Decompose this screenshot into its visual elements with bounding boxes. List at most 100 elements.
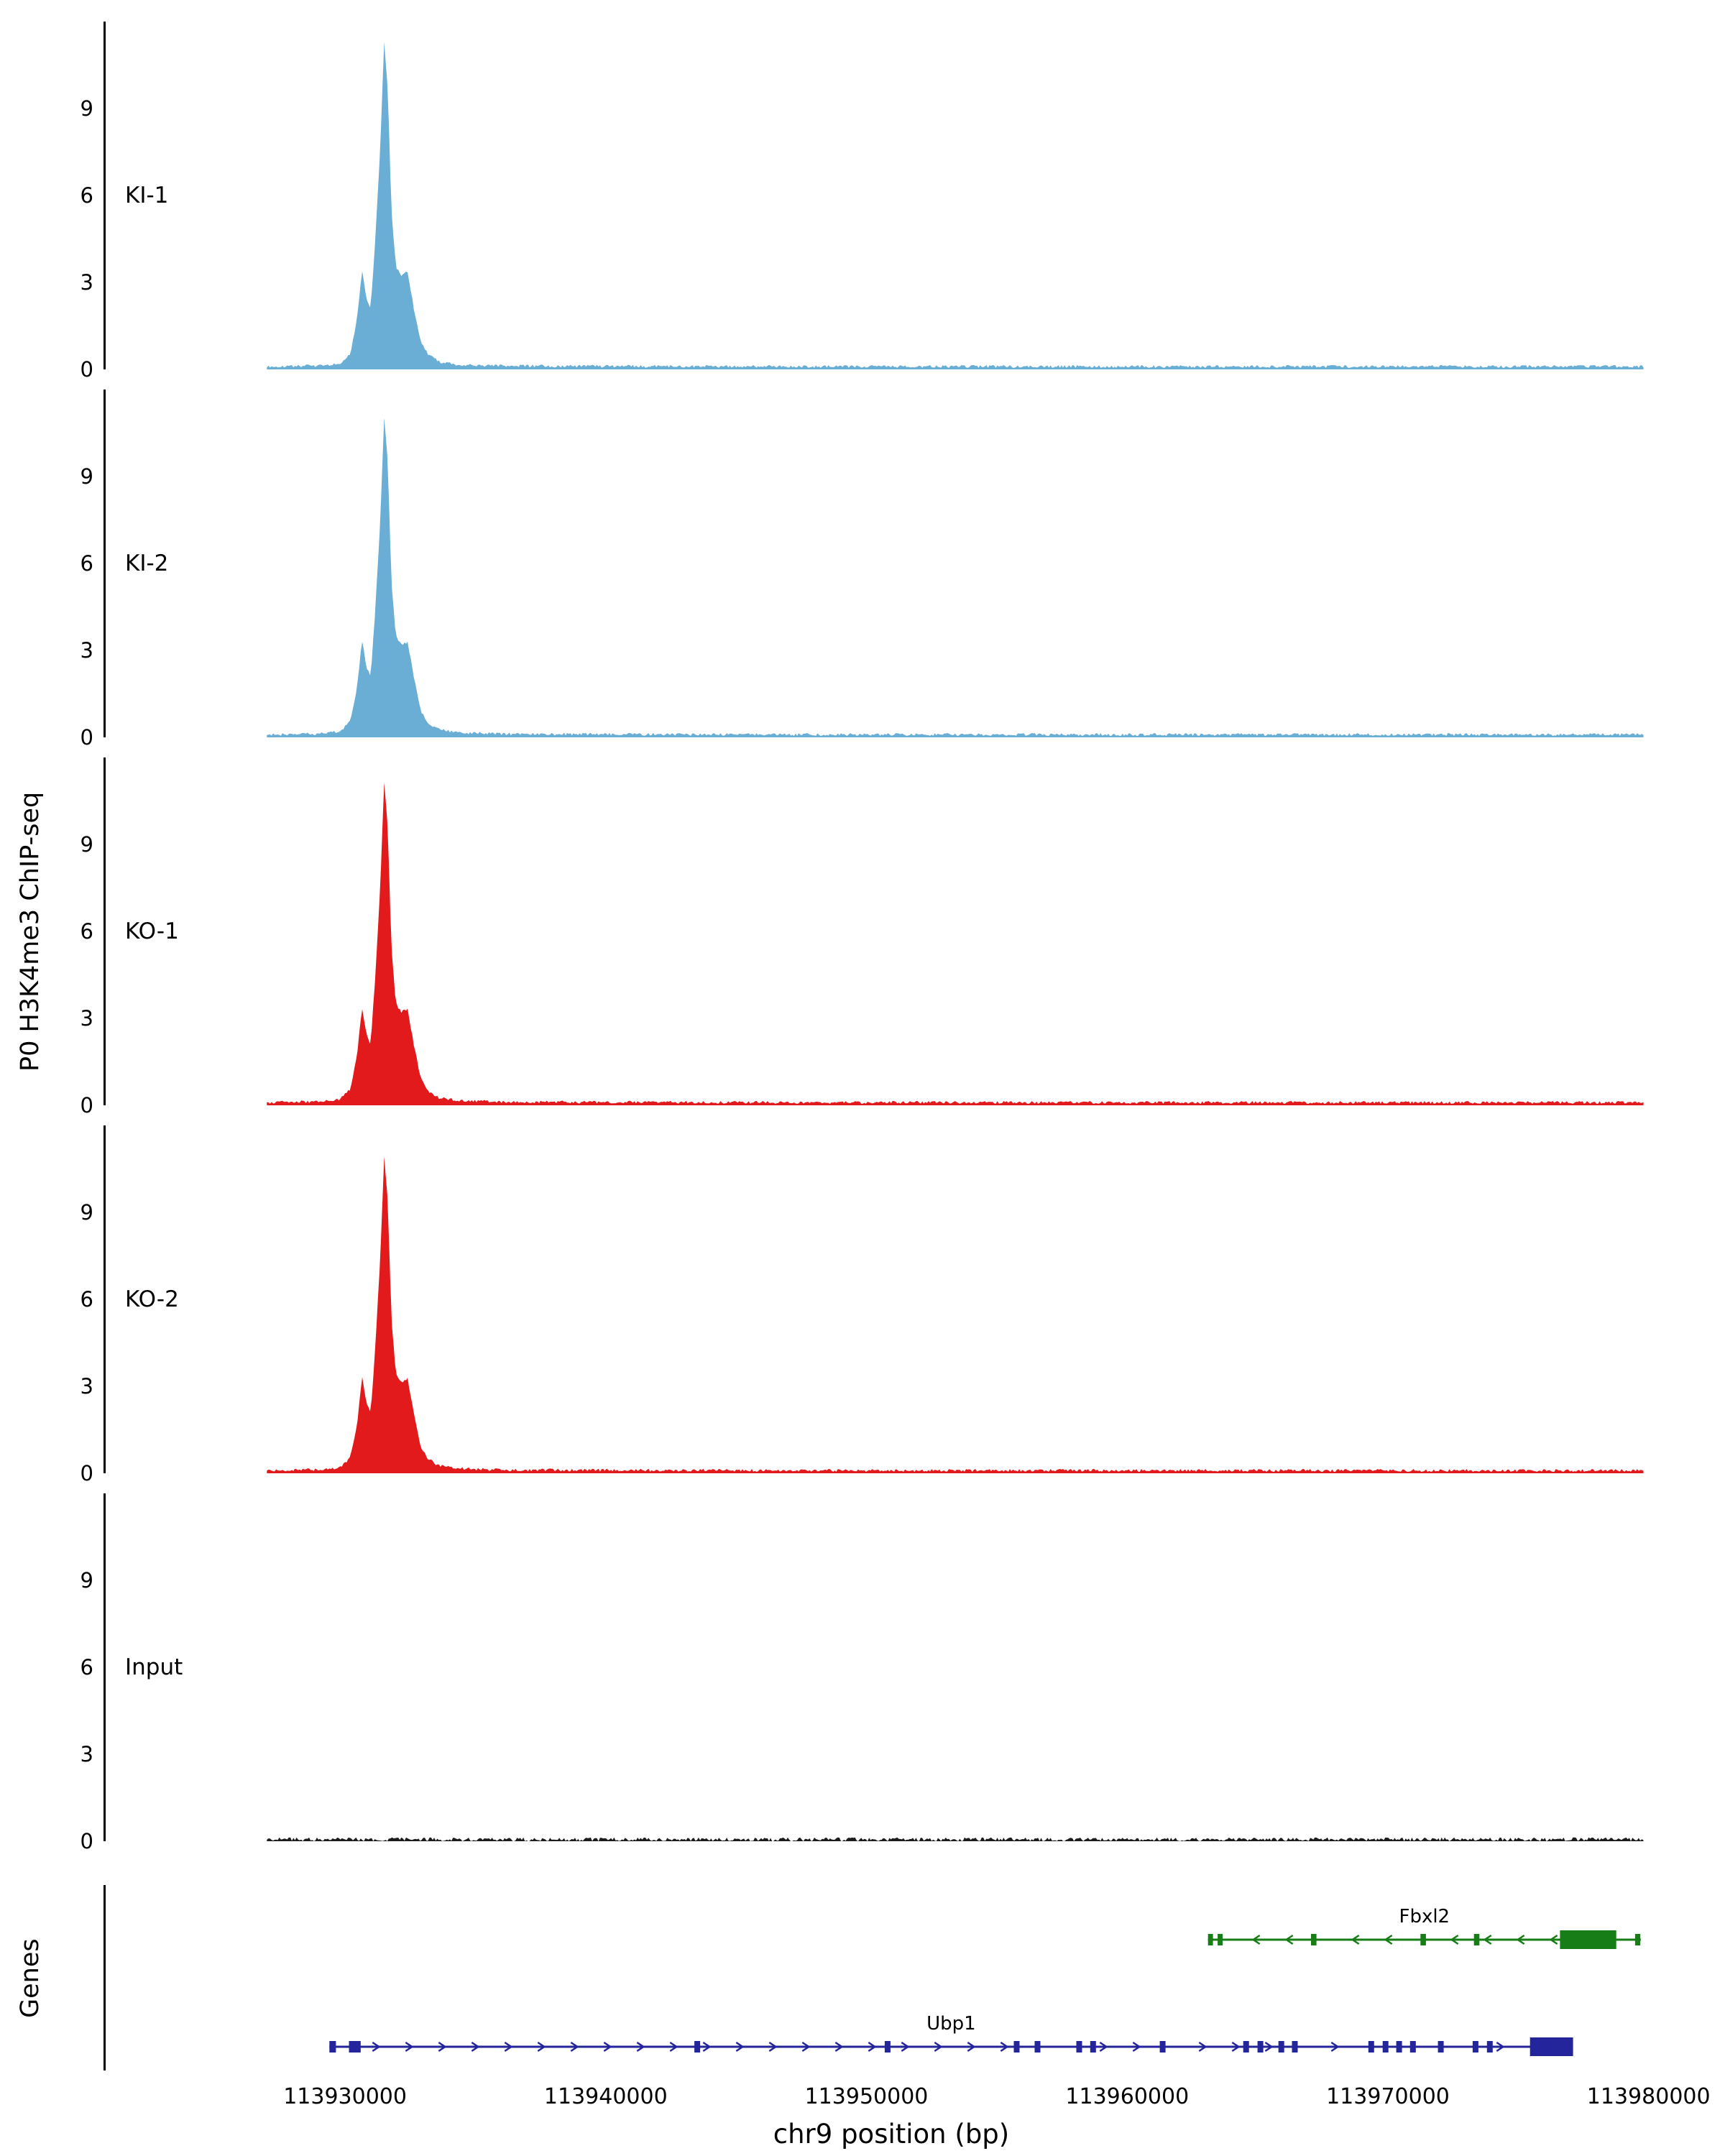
strand-arrow-icon — [1450, 1934, 1459, 1945]
exon-box — [1090, 2041, 1096, 2053]
exon-box — [349, 2041, 361, 2053]
exon-box — [1486, 2041, 1493, 2053]
track-label-ko-2: KO-2 — [125, 1286, 179, 1312]
strand-arrow-icon — [735, 2041, 745, 2053]
strand-arrow-icon — [768, 2041, 778, 2053]
exon-box — [1311, 1934, 1317, 1945]
strand-arrow-icon — [934, 2041, 943, 2053]
exon-box — [1396, 2041, 1402, 2053]
track-label-input: Input — [125, 1654, 183, 1680]
genes-plot-svg: Fbxl2 Ubp1 — [104, 1885, 1641, 2070]
exon-box — [1034, 2041, 1041, 2053]
y-tick-label: 9 — [80, 832, 93, 857]
strand-arrow-icon — [372, 2041, 381, 2053]
signal-area-Input — [267, 1837, 1644, 1841]
ko-2-plot-svg: 0 3 6 9 — [80, 1125, 1644, 1485]
gene-label-Ubp1: Ubp1 — [926, 2013, 976, 2035]
track-label-ki-1: KI-1 — [125, 183, 169, 208]
ki-1-plot-svg: 0 3 6 9 — [80, 22, 1644, 382]
ki-2-plot-svg: 0 3 6 9 — [80, 390, 1644, 750]
input-plot-svg: 0 3 6 9 — [80, 1493, 1644, 1853]
track-row-input: 0 3 6 9 Input — [50, 1493, 1682, 1853]
exon-box — [1292, 2041, 1298, 2053]
strand-arrow-icon — [801, 2041, 811, 2053]
strand-arrow-icon — [405, 2041, 414, 2053]
strand-arrow-icon — [1330, 2041, 1340, 2053]
gene-thick-box-Ubp1 — [1530, 2037, 1573, 2056]
strand-arrow-icon — [1264, 2041, 1274, 2053]
x-axis: 113930000 113940000 113950000 113960000 1139… — [50, 2081, 1710, 2156]
exon-box — [1472, 2041, 1478, 2053]
gene-line-Ubp1 — [329, 2045, 1573, 2048]
track-row-ki-1: 0 3 6 9 KI-1 — [50, 22, 1682, 382]
y-axis-spine — [104, 1493, 106, 1841]
strand-arrow-icon — [1351, 1934, 1360, 1945]
strand-arrow-icon — [1198, 2041, 1208, 2053]
genes-axis-label: Genes — [16, 1938, 45, 2018]
strand-arrow-icon — [702, 2041, 712, 2053]
strand-arrow-icon — [1496, 2041, 1505, 2053]
track-label-ko-1: KO-1 — [125, 918, 179, 944]
x-tick-label: 113950000 — [805, 2084, 929, 2109]
genes-axis-spine — [104, 1885, 106, 2070]
y-tick-label: 3 — [80, 1006, 93, 1031]
exon-box — [1278, 2041, 1284, 2053]
y-tick-label: 0 — [80, 357, 93, 382]
y-tick-label: 0 — [80, 1093, 93, 1118]
strand-arrow-icon — [438, 2041, 447, 2053]
exon-box — [1257, 2041, 1264, 2053]
exon-box — [694, 2041, 701, 2053]
x-tick-label: 113980000 — [1587, 2084, 1711, 2109]
y-tick-label: 6 — [80, 1287, 93, 1312]
track-row-ki-2: 0 3 6 9 KI-2 — [50, 390, 1682, 750]
strand-arrow-icon — [1231, 2041, 1241, 2053]
strand-arrow-icon — [1549, 1934, 1558, 1945]
exon-box — [1420, 1934, 1426, 1945]
y-axis-spine — [104, 757, 106, 1105]
y-tick-label: 9 — [80, 1568, 93, 1593]
strand-arrow-icon — [636, 2041, 645, 2053]
strand-arrow-icon — [1099, 2041, 1108, 2053]
y-tick-label: 9 — [80, 1200, 93, 1225]
y-axis-spine — [104, 390, 106, 737]
y-axis-spine — [104, 1125, 106, 1473]
y-tick-label: 6 — [80, 551, 93, 576]
exon-box — [329, 2041, 336, 2053]
exon-box — [1208, 1934, 1213, 1945]
y-tick-label: 0 — [80, 1829, 93, 1853]
signal-area-KI-1 — [267, 42, 1644, 370]
x-tick-label: 113940000 — [544, 2084, 668, 2109]
strand-arrow-icon — [1251, 1934, 1261, 1945]
strand-arrow-icon — [967, 2041, 976, 2053]
y-tick-label: 3 — [80, 270, 93, 295]
exon-box — [1634, 1934, 1641, 1945]
strand-arrow-icon — [537, 2041, 546, 2053]
signal-area-KI-2 — [267, 418, 1644, 737]
y-tick-label: 6 — [80, 183, 93, 208]
y-tick-label: 3 — [80, 1374, 93, 1399]
strand-arrow-icon — [901, 2041, 910, 2053]
strand-arrow-icon — [1483, 1934, 1492, 1945]
ko-1-plot-svg: 0 3 6 9 — [80, 757, 1644, 1118]
exon-box — [1473, 1934, 1480, 1945]
exon-box — [1013, 2041, 1020, 2053]
y-tick-label: 0 — [80, 725, 93, 750]
strand-arrow-icon — [570, 2041, 579, 2053]
strand-arrow-icon — [603, 2041, 612, 2053]
x-tick-label: 113960000 — [1065, 2084, 1189, 2109]
strand-arrow-icon — [1384, 1934, 1393, 1945]
genes-track: Fbxl2 Ubp1 — [50, 1879, 1682, 2077]
exon-box — [1409, 2041, 1416, 2053]
y-tick-label: 0 — [80, 1461, 93, 1485]
exon-box — [884, 2041, 891, 2053]
strand-arrow-icon — [504, 2041, 513, 2053]
strand-arrow-icon — [1132, 2041, 1141, 2053]
gene-label-Fbxl2: Fbxl2 — [1399, 1906, 1450, 1927]
strand-arrow-icon — [669, 2041, 678, 2053]
exon-box — [1076, 2041, 1082, 2053]
y-axis-label: P0 H3K4me3 ChIP-seq — [16, 791, 45, 1072]
x-tick-label: 113930000 — [283, 2084, 407, 2109]
signal-area-KO-1 — [267, 783, 1644, 1105]
y-tick-label: 6 — [80, 919, 93, 944]
track-row-ko-1: 0 3 6 9 KO-1 — [50, 757, 1682, 1118]
